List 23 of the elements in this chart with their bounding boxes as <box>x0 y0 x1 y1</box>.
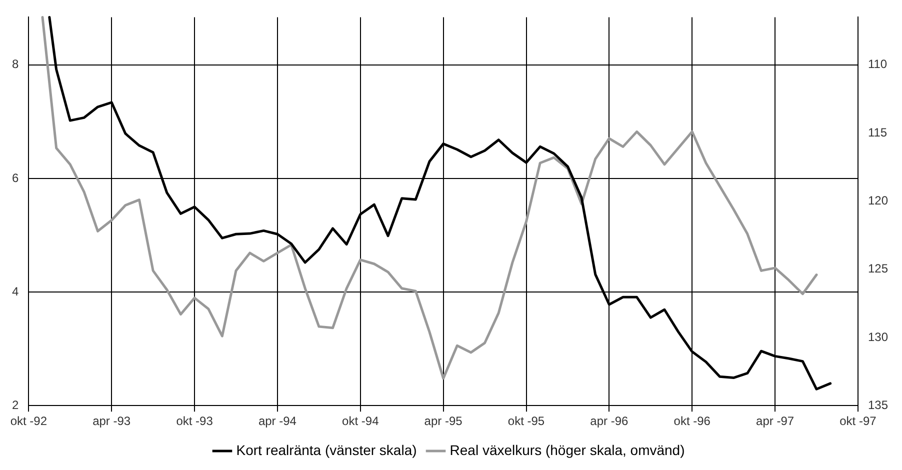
x-tick-label: apr -94 <box>258 414 297 428</box>
x-tick-label: okt -97 <box>840 414 877 428</box>
y2-tick-label: 110 <box>868 57 888 72</box>
y2-tick-label: 130 <box>868 330 888 344</box>
y2-tick-label: 120 <box>868 193 888 208</box>
x-tick-label: okt -94 <box>342 414 380 428</box>
y2-tick-label: 125 <box>868 262 888 276</box>
x-tick-label: okt -96 <box>674 414 711 428</box>
x-tick-label: okt -92 <box>10 414 48 428</box>
x-tick-label: apr -93 <box>92 414 131 428</box>
y-tick-label: 8 <box>12 57 19 72</box>
y-tick-label: 2 <box>12 398 19 412</box>
x-tick-label: apr -97 <box>756 414 794 428</box>
y2-tick-label: 115 <box>868 125 888 140</box>
y-tick-label: 4 <box>12 284 19 298</box>
legend-label: Real växelkurs (höger skala, omvänd) <box>450 442 685 458</box>
legend-label: Kort realränta (vänster skala) <box>236 442 417 458</box>
y-tick-label: 6 <box>12 170 19 185</box>
x-tick-label: okt -95 <box>508 414 545 428</box>
x-tick-label: apr -95 <box>424 414 463 428</box>
x-tick-label: apr -96 <box>590 414 629 428</box>
x-tick-label: okt -93 <box>176 414 214 428</box>
y2-tick-label: 135 <box>868 398 888 412</box>
